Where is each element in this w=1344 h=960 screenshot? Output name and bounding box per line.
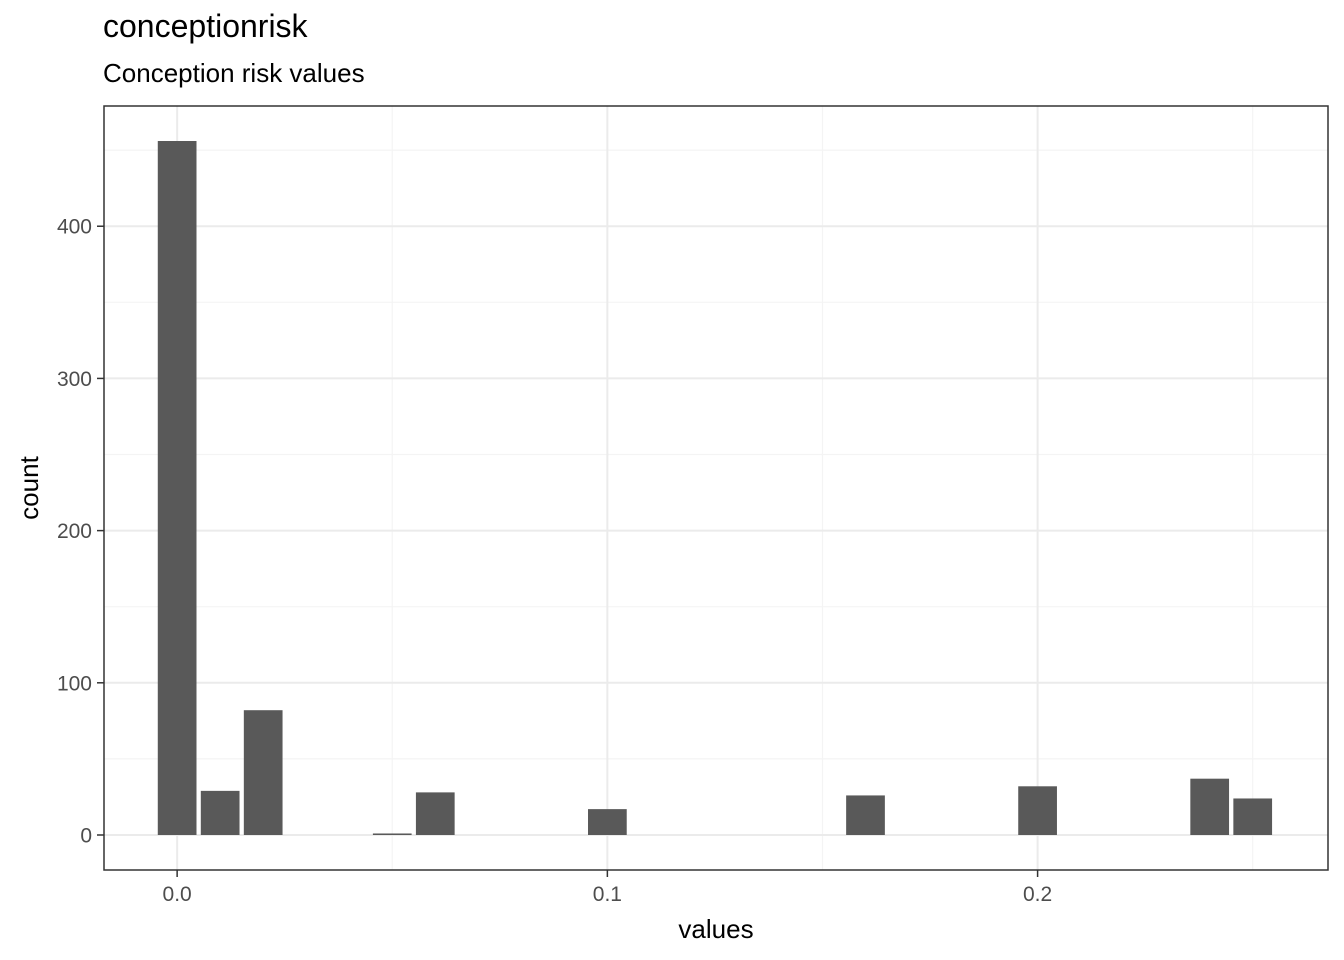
minor-gridlines [104,106,1328,870]
y-tick-label: 200 [57,520,92,543]
y-tick-label: 300 [57,368,92,391]
x-axis-title: values [678,914,753,944]
histogram-bar [846,795,885,835]
histogram-bar [243,710,283,835]
y-tick-label: 0 [80,824,92,847]
chart-subtitle: Conception risk values [103,58,365,88]
x-tick-label: 0.2 [1023,883,1052,906]
y-axis-title: count [14,455,44,519]
histogram-bar [1233,798,1273,835]
y-tick-label: 400 [57,216,92,239]
histogram-bar [1190,778,1230,835]
panel-border [103,105,1329,871]
x-axis-ticks: 0.0 0.1 0.2 [163,870,1052,906]
x-tick-label: 0.0 [163,883,192,906]
y-tick-label: 100 [57,672,92,695]
chart-title: conceptionrisk [103,8,308,44]
major-gridlines [104,106,1328,870]
histogram-bar [157,141,197,835]
histogram-bar [200,790,240,835]
histogram-bar [372,833,412,835]
y-axis-ticks: 0 100 200 300 400 [57,216,104,847]
bars [157,141,1273,835]
x-tick-label: 0.1 [593,883,622,906]
histogram-bar [415,792,455,835]
histogram-bar [1018,786,1057,835]
histogram-bar [588,809,627,835]
